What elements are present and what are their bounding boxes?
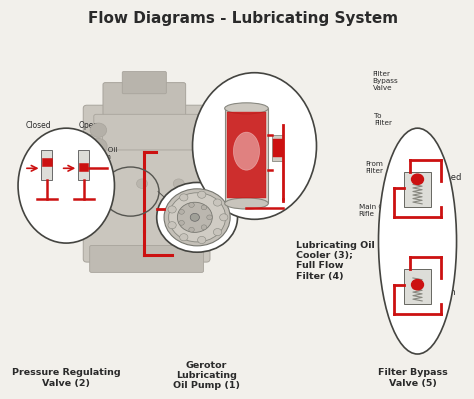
Ellipse shape (225, 103, 268, 114)
Bar (42, 158, 52, 166)
Circle shape (213, 229, 222, 236)
Circle shape (198, 191, 206, 198)
Text: To
Filter: To Filter (374, 113, 392, 126)
Circle shape (189, 227, 194, 232)
Text: Filter
Bypass
Valve: Filter Bypass Valve (373, 71, 398, 91)
Circle shape (180, 194, 188, 201)
Text: Closed: Closed (434, 173, 462, 182)
Text: To Oil
Pan: To Oil Pan (99, 147, 118, 160)
Circle shape (219, 214, 228, 221)
Circle shape (213, 199, 222, 206)
Text: From
Filter: From Filter (365, 161, 383, 174)
Circle shape (190, 213, 200, 221)
Circle shape (201, 225, 207, 229)
Circle shape (88, 157, 109, 174)
Text: Open: Open (434, 288, 456, 296)
Circle shape (173, 179, 184, 188)
Text: Closed: Closed (26, 121, 52, 130)
Text: Flow Diagrams - Lubricating System: Flow Diagrams - Lubricating System (88, 11, 398, 26)
Text: Pressure Regulating
Valve (2): Pressure Regulating Valve (2) (12, 368, 120, 388)
Bar (404, 269, 431, 304)
FancyBboxPatch shape (94, 114, 200, 150)
Bar (41, 150, 53, 180)
Circle shape (201, 205, 207, 210)
Circle shape (411, 280, 423, 290)
Ellipse shape (18, 128, 114, 243)
Circle shape (168, 221, 176, 229)
Circle shape (411, 174, 423, 184)
Text: From
Pump: From Pump (21, 165, 41, 178)
Bar (79, 163, 88, 171)
Circle shape (180, 234, 188, 241)
Text: Open: Open (79, 121, 100, 130)
Circle shape (177, 202, 212, 232)
Bar (227, 113, 266, 198)
Text: Gerotor
Lubricating
Oil Pump (1): Gerotor Lubricating Oil Pump (1) (173, 361, 240, 391)
Bar (272, 135, 283, 161)
Circle shape (179, 209, 184, 214)
Circle shape (198, 236, 206, 243)
FancyBboxPatch shape (90, 245, 203, 273)
Circle shape (90, 123, 107, 137)
Bar (273, 139, 283, 157)
Circle shape (169, 193, 226, 242)
Circle shape (164, 189, 230, 246)
Circle shape (179, 221, 184, 225)
Ellipse shape (225, 198, 268, 209)
Text: Main Oil
Rifle: Main Oil Rifle (359, 204, 388, 217)
FancyBboxPatch shape (71, 134, 102, 225)
Circle shape (100, 179, 111, 188)
Circle shape (207, 215, 212, 220)
Circle shape (189, 203, 194, 207)
Ellipse shape (192, 73, 317, 219)
Circle shape (157, 182, 237, 252)
FancyBboxPatch shape (103, 83, 186, 122)
Bar (78, 150, 89, 180)
FancyBboxPatch shape (122, 71, 166, 94)
Circle shape (90, 138, 107, 154)
Circle shape (168, 206, 176, 213)
Bar (225, 109, 268, 203)
Text: To Cooler: To Cooler (42, 223, 75, 229)
Ellipse shape (378, 128, 456, 354)
Bar (404, 172, 431, 207)
Circle shape (137, 179, 147, 188)
Text: Lubricating Oil
Cooler (3);
Full Flow
Filter (4): Lubricating Oil Cooler (3); Full Flow Fi… (296, 241, 374, 281)
Text: Filter Bypass
Valve (5): Filter Bypass Valve (5) (378, 368, 448, 388)
FancyBboxPatch shape (83, 105, 210, 262)
Ellipse shape (233, 132, 260, 170)
